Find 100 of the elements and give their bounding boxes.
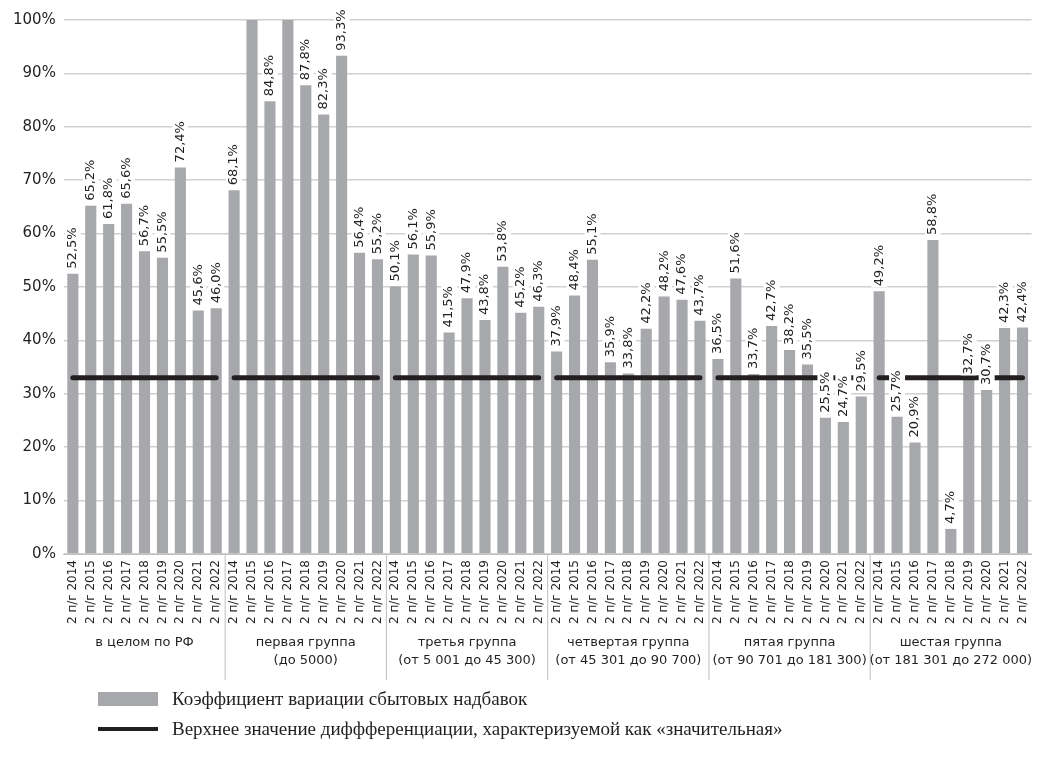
y-tick-label: 0%: [32, 543, 56, 562]
x-tick-label: 2 п/г 2022: [530, 560, 545, 624]
data-label: 35,9%: [601, 315, 617, 358]
x-tick-label: 2 п/г 2015: [889, 560, 904, 624]
bar: [282, 20, 294, 554]
x-tick-label: 2 п/г 2020: [817, 560, 832, 624]
bar: [784, 350, 796, 554]
bar: [801, 364, 814, 554]
bar: [318, 114, 330, 554]
y-tick-label: 100%: [12, 9, 56, 28]
data-label: 29,5%: [852, 350, 868, 392]
x-tick-label: 2 п/г 2021: [674, 560, 689, 624]
bar: [533, 306, 545, 554]
x-tick-label: 2 п/г 2014: [387, 560, 402, 624]
bar: [371, 259, 384, 554]
data-label: 53,8%: [494, 220, 510, 262]
data-label: 30,7%: [978, 343, 994, 386]
bar: [640, 328, 652, 554]
x-tick-label: 2 п/г 2019: [960, 560, 975, 624]
data-label: 42,7%: [763, 279, 779, 321]
x-tick-label: 2 п/г 2021: [835, 560, 850, 624]
x-tick-label: 2 п/г 2020: [495, 560, 509, 624]
data-label: 51,6%: [727, 232, 743, 274]
x-tick-label: 2 п/г 2015: [244, 560, 259, 624]
bar: [336, 55, 348, 554]
y-tick-label: 70%: [22, 170, 56, 189]
bar: [515, 312, 527, 554]
x-tick-label: 2 п/г 2016: [100, 560, 115, 624]
bar: [855, 396, 867, 554]
data-label: 65,2%: [82, 159, 98, 201]
data-label: 46,3%: [530, 260, 546, 302]
y-tick-label: 50%: [22, 276, 56, 295]
bar: [479, 320, 491, 554]
data-label: 47,6%: [673, 253, 689, 295]
x-tick-label: 2 п/г 2017: [441, 560, 456, 624]
bar: [622, 373, 634, 554]
x-tick-label: 2 п/г 2014: [710, 560, 725, 624]
data-label: 93,3%: [332, 9, 348, 51]
y-tick-label: 60%: [22, 223, 56, 242]
data-label: 58,8%: [924, 193, 940, 236]
data-label: 48,4%: [565, 249, 581, 291]
data-label: 55,9%: [422, 209, 438, 251]
data-label: 50,1%: [386, 240, 402, 282]
bar: [909, 442, 921, 554]
bar: [67, 273, 79, 554]
x-tick-label: 2 п/г 2022: [369, 560, 384, 624]
y-tick-label: 30%: [22, 383, 56, 402]
data-label: 35,5%: [798, 318, 814, 360]
data-label: 43,7%: [691, 274, 707, 316]
data-label: 65,6%: [117, 157, 133, 199]
bar: [766, 325, 778, 554]
y-tick-label: 20%: [22, 437, 56, 456]
data-label: 33,8%: [619, 327, 635, 369]
bar: [873, 291, 885, 554]
text: шестая группа (от 181 301 до 272 000): [869, 633, 1033, 667]
bar: [246, 20, 258, 554]
data-label: 49,2%: [870, 244, 886, 287]
x-tick-label: 2 п/г 2020: [333, 560, 348, 624]
data-label: 45,2%: [512, 266, 528, 308]
bar: [569, 295, 581, 554]
text: третья группа (от 5 001 до 45 300): [398, 633, 536, 667]
bar: [712, 359, 724, 554]
data-label: 42,3%: [995, 281, 1011, 324]
x-tick-label: 2 п/г 2016: [745, 560, 760, 624]
data-label: 55,2%: [368, 212, 384, 255]
y-tick-label: 40%: [22, 330, 56, 349]
x-tick-label: 2 п/г 2014: [226, 560, 241, 624]
x-tick-label: 2 п/г 2019: [154, 560, 169, 624]
bar: [85, 205, 97, 554]
x-tick-label: 2 п/г 2019: [638, 560, 653, 624]
x-tick-label: 2 п/г 2020: [172, 560, 187, 624]
data-label: 61,8%: [100, 177, 116, 219]
data-label: 68,1%: [225, 144, 241, 186]
text: первая группа (до 5000): [255, 633, 356, 667]
x-tick-label: 2 п/г 2019: [477, 560, 492, 624]
bar: [389, 286, 401, 554]
text: четвертая группа (от 45 301 до 90 700): [555, 633, 702, 667]
x-tick-label: 2 п/г 2020: [656, 560, 671, 624]
bar: [658, 296, 670, 554]
data-label: 55,1%: [583, 213, 599, 255]
x-tick-label: 2 п/г 2022: [1014, 560, 1029, 624]
x-tick-label: 2 п/г 2015: [566, 560, 581, 624]
y-tick-label: 10%: [22, 490, 56, 509]
x-tick-label: 2 п/г 2014: [871, 560, 886, 624]
x-tick-label: 2 п/г 2015: [405, 560, 420, 624]
x-tick-label: 2 п/г 2014: [64, 560, 79, 624]
data-label: 72,4%: [171, 121, 187, 163]
bar: [819, 417, 831, 554]
data-label: 41,5%: [440, 286, 456, 328]
data-label: 38,2%: [780, 303, 796, 346]
x-tick-label: 2 п/г 2014: [548, 560, 563, 624]
x-tick-label: 2 п/г 2015: [82, 560, 97, 624]
x-tick-label: 2 п/г 2018: [297, 560, 312, 624]
text: пятая группа (от 90 701 до 181 300): [712, 633, 867, 667]
bar: [156, 257, 168, 554]
bar: [497, 266, 509, 554]
y-tick-label: 80%: [22, 116, 56, 135]
bar: [461, 298, 473, 554]
bar: [228, 190, 240, 554]
x-tick-label: 2 п/г 2022: [208, 560, 223, 624]
